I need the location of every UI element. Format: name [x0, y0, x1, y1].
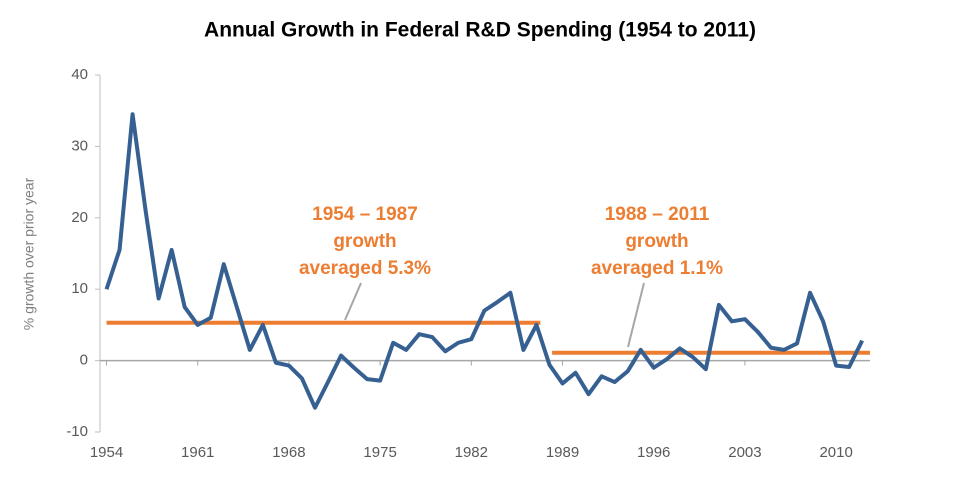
- data-line: [104, 112, 864, 410]
- annotation: 1988 – 2011: [605, 204, 710, 225]
- annotation: averaged 1.1%: [591, 258, 723, 279]
- x-tick-label: 2003: [728, 444, 761, 461]
- chart-title: Annual Growth in Federal R&D Spending (1…: [204, 19, 756, 42]
- annotation: growth: [333, 231, 396, 252]
- annotation: 1954 – 1987: [312, 204, 418, 225]
- x-tick-label: 2010: [819, 444, 852, 461]
- x-tick-label: 1975: [363, 444, 396, 461]
- y-tick-label: 10: [71, 280, 88, 297]
- x-tick-label: 1968: [272, 444, 305, 461]
- x-tick-label: 1982: [455, 444, 488, 461]
- y-tick-label: -10: [66, 423, 88, 440]
- y-tick-label: 20: [71, 209, 88, 226]
- y-tick-label: 30: [71, 137, 88, 154]
- x-tick-label: 1954: [90, 444, 123, 461]
- x-tick-label: 1989: [546, 444, 579, 461]
- y-tick-label: 40: [71, 66, 88, 83]
- x-tick-label: 1961: [181, 444, 214, 461]
- x-tick-label: 1996: [637, 444, 670, 461]
- leader-line: [344, 282, 362, 321]
- y-axis-label: % growth over prior year: [21, 177, 37, 330]
- annotation: growth: [625, 231, 688, 252]
- annotation: averaged 5.3%: [299, 258, 431, 279]
- y-tick-label: 0: [80, 352, 88, 369]
- leader-line: [627, 282, 645, 348]
